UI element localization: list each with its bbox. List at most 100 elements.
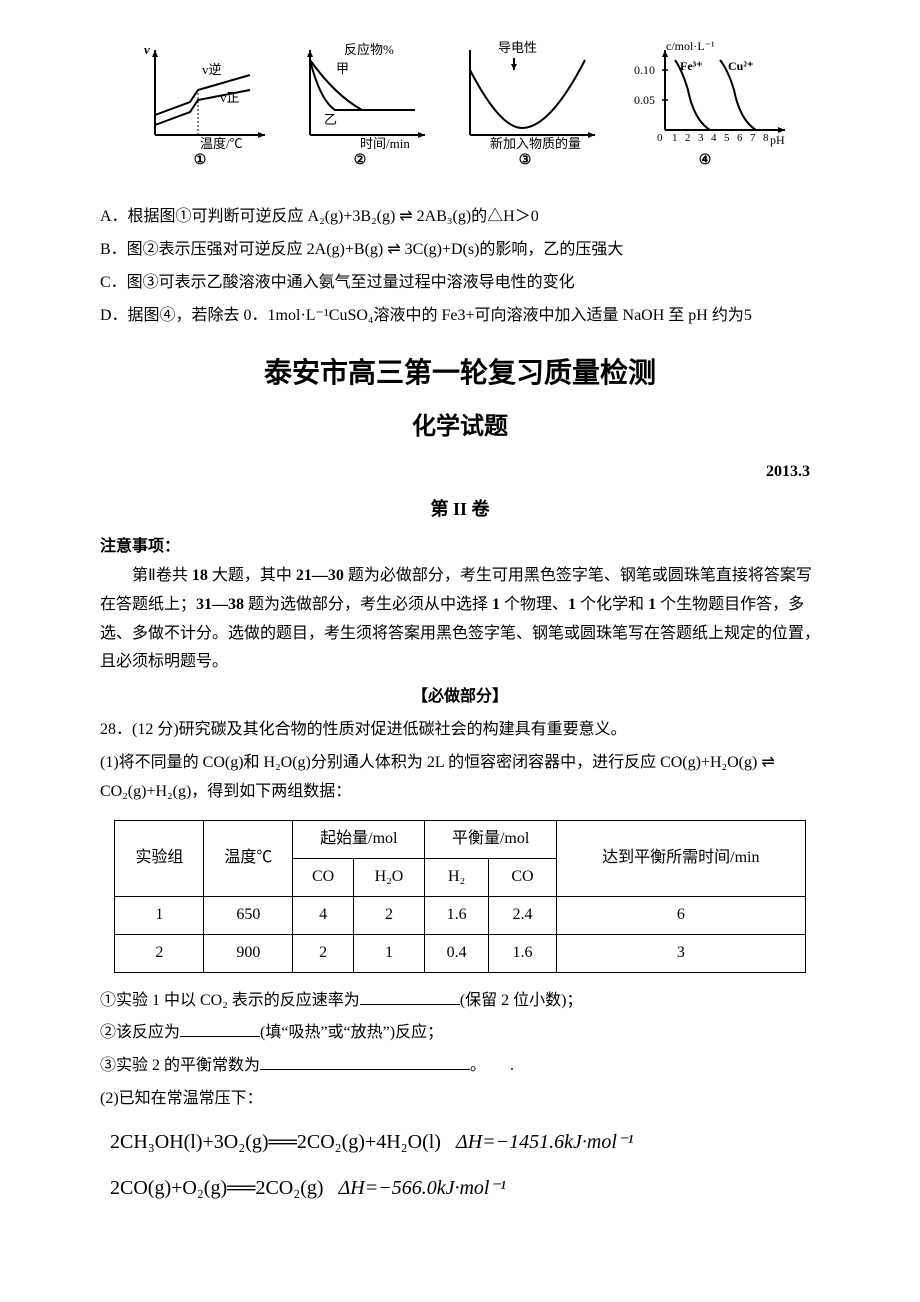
d4-ylabel: c/mol·L⁻¹ <box>666 40 715 53</box>
d3-num: ③ <box>519 148 532 173</box>
d1-vzheng: v正 <box>220 90 240 105</box>
q28-sub3: ③实验 2 的平衡常数为 。 . <box>100 1052 820 1081</box>
eq1-right: ΔH=−1451.6kJ·mol⁻¹ <box>456 1131 633 1153</box>
options-block: A．根据图①可判断可逆反应 A₂(g)+3B₂(g) ⇌ 2AB₃(g)的△H＞… <box>100 203 820 330</box>
table-row: 2 900 2 1 0.4 1.6 3 <box>115 934 805 972</box>
r2-c1: 2 <box>293 934 353 972</box>
q28-sub2: ②该反应为 (填“吸热”或“放热”)反应； <box>100 1019 820 1048</box>
eq1-left: 2CH₃OH(l)+3O₂(g)══2CO₂(g)+4H₂O(l) <box>110 1131 441 1153</box>
nb5: 1 <box>568 596 576 613</box>
option-c: C．图③可表示乙酸溶液中通入氨气至过量过程中溶液导电性的变化 <box>100 269 820 298</box>
r2-tm: 3 <box>557 934 806 972</box>
diagram-4: c/mol·L⁻¹ 0.10 0.05 Fe³⁺ Cu²⁺ 0 12 34 56… <box>620 40 790 173</box>
col-init: 起始量/mol <box>293 821 425 859</box>
svg-text:1: 1 <box>672 132 678 144</box>
s3pre: ③实验 2 的平衡常数为 <box>100 1057 260 1074</box>
d3-ylabel: 导电性 <box>498 40 537 55</box>
diagram-1-svg: v v逆 v正 温度/℃ <box>130 40 270 150</box>
eq2-right: ΔH=−566.0kJ·mol⁻¹ <box>339 1177 506 1199</box>
r1-c1: 4 <box>293 896 353 934</box>
d4-xlabel: pH <box>770 133 785 147</box>
svg-text:4: 4 <box>711 132 717 144</box>
nt5: 个化学和 <box>576 596 648 613</box>
r2-c3: 0.4 <box>425 934 489 972</box>
question-28: 28．(12 分)研究碳及其化合物的性质对促进低碳社会的构建具有重要意义。 (1… <box>100 716 820 1206</box>
s3post: 。 . <box>470 1057 514 1074</box>
q28-sub1: ①实验 1 中以 CO₂ 表示的反应速率为 (保留 2 位小数)； <box>100 987 820 1016</box>
sub-co: CO <box>293 859 353 897</box>
nb6: 1 <box>648 596 656 613</box>
option-b: B．图②表示压强对可逆反应 2A(g)+B(g) ⇌ 3C(g)+D(s)的影响… <box>100 236 820 265</box>
r2-c4: 1.6 <box>488 934 556 972</box>
nb2: 21—30 <box>296 567 344 584</box>
equation-2: 2CO(g)+O₂(g)══2CO₂(g) ΔH=−566.0kJ·mol⁻¹ <box>110 1170 820 1206</box>
d2-jia: 甲 <box>336 61 349 76</box>
d2-ylabel: 反应物% <box>344 42 394 57</box>
q28-p1: (1)将不同量的 CO(g)和 H₂O(g)分别通人体积为 2L 的恒容密闭容器… <box>100 749 820 807</box>
col-eq: 平衡量/mol <box>425 821 557 859</box>
diagrams-row: v v逆 v正 温度/℃ ① 反应物% 甲 乙 时间/min ② <box>100 40 820 173</box>
sub-title: 化学试题 <box>100 405 820 448</box>
svg-text:3: 3 <box>698 132 704 144</box>
blank-2 <box>180 1021 260 1037</box>
nt4: 个物理、 <box>500 596 568 613</box>
sub-co2: CO <box>488 859 556 897</box>
d4-s2: Cu²⁺ <box>728 59 753 73</box>
s2post: (填“吸热”或“放热”)反应； <box>260 1024 443 1041</box>
svg-text:0: 0 <box>657 132 663 144</box>
main-title: 泰安市高三第一轮复习质量检测 <box>100 348 820 398</box>
d2-xlabel: 时间/min <box>360 136 410 150</box>
r1-t: 650 <box>204 896 293 934</box>
d4-num: ④ <box>699 148 712 173</box>
d4-xticks: 12 34 56 78 <box>672 132 769 144</box>
diagram-4-svg: c/mol·L⁻¹ 0.10 0.05 Fe³⁺ Cu²⁺ 0 12 34 56… <box>620 40 790 150</box>
r1-c4: 2.4 <box>488 896 556 934</box>
d2-yi: 乙 <box>324 112 337 127</box>
notice-body: 第Ⅱ卷共 18 大题，其中 21—30 题为必做部分，考生可用黑色签字笔、钢笔或… <box>100 562 820 677</box>
blank-3 <box>260 1054 470 1070</box>
diagram-3-svg: 导电性 新加入物质的量 <box>450 40 600 150</box>
svg-text:8: 8 <box>763 132 769 144</box>
d1-num: ① <box>194 148 207 173</box>
option-a: A．根据图①可判断可逆反应 A₂(g)+3B₂(g) ⇌ 2AB₃(g)的△H＞… <box>100 203 820 232</box>
nt1: 大题，其中 <box>208 567 296 584</box>
d1-ylabel: v <box>144 42 150 57</box>
nb4: 1 <box>492 596 500 613</box>
col-temp: 温度℃ <box>204 821 293 897</box>
diagram-2: 反应物% 甲 乙 时间/min ② <box>290 40 430 173</box>
svg-text:2: 2 <box>685 132 691 144</box>
col-time: 达到平衡所需时间/min <box>557 821 806 897</box>
required-part-label: 【必做部分】 <box>100 683 820 712</box>
nt3: 题为选做部分，考生必须从中选择 <box>244 596 492 613</box>
d3-xlabel: 新加入物质的量 <box>490 136 581 150</box>
notice-title: 注意事项： <box>100 533 820 562</box>
section-label: 第 II 卷 <box>100 493 820 525</box>
diagram-1: v v逆 v正 温度/℃ ① <box>130 40 270 173</box>
q28-stem: 28．(12 分)研究碳及其化合物的性质对促进低碳社会的构建具有重要意义。 <box>100 716 820 745</box>
r2-n: 2 <box>115 934 204 972</box>
nb1: 18 <box>192 567 208 584</box>
table-header-row: 实验组 温度℃ 起始量/mol 平衡量/mol 达到平衡所需时间/min <box>115 821 805 859</box>
table-row: 1 650 4 2 1.6 2.4 6 <box>115 896 805 934</box>
option-d: D．据图④，若除去 0．1mol·L⁻¹CuSO₄溶液中的 Fe3+可向溶液中加… <box>100 302 820 331</box>
d4-t1: 0.10 <box>634 63 655 77</box>
nb3: 31—38 <box>196 596 244 613</box>
svg-text:6: 6 <box>737 132 743 144</box>
r1-c2: 2 <box>353 896 424 934</box>
q28-p2: (2)已知在常温常压下： <box>100 1085 820 1114</box>
s1pre: ①实验 1 中以 CO₂ 表示的反应速率为 <box>100 992 360 1009</box>
exam-date: 2013.3 <box>100 458 820 487</box>
d4-s1: Fe³⁺ <box>680 59 703 73</box>
r1-c3: 1.6 <box>425 896 489 934</box>
nb0: 第Ⅱ卷共 <box>132 567 192 584</box>
s2pre: ②该反应为 <box>100 1024 180 1041</box>
r1-n: 1 <box>115 896 204 934</box>
svg-text:5: 5 <box>724 132 730 144</box>
svg-text:7: 7 <box>750 132 756 144</box>
d1-xlabel: 温度/℃ <box>200 136 243 150</box>
d4-t2: 0.05 <box>634 93 655 107</box>
s1post: (保留 2 位小数)； <box>460 992 583 1009</box>
blank-1 <box>360 989 460 1005</box>
equation-1: 2CH₃OH(l)+3O₂(g)══2CO₂(g)+4H₂O(l) ΔH=−14… <box>110 1124 820 1160</box>
q28-table: 实验组 温度℃ 起始量/mol 平衡量/mol 达到平衡所需时间/min CO … <box>114 820 805 972</box>
